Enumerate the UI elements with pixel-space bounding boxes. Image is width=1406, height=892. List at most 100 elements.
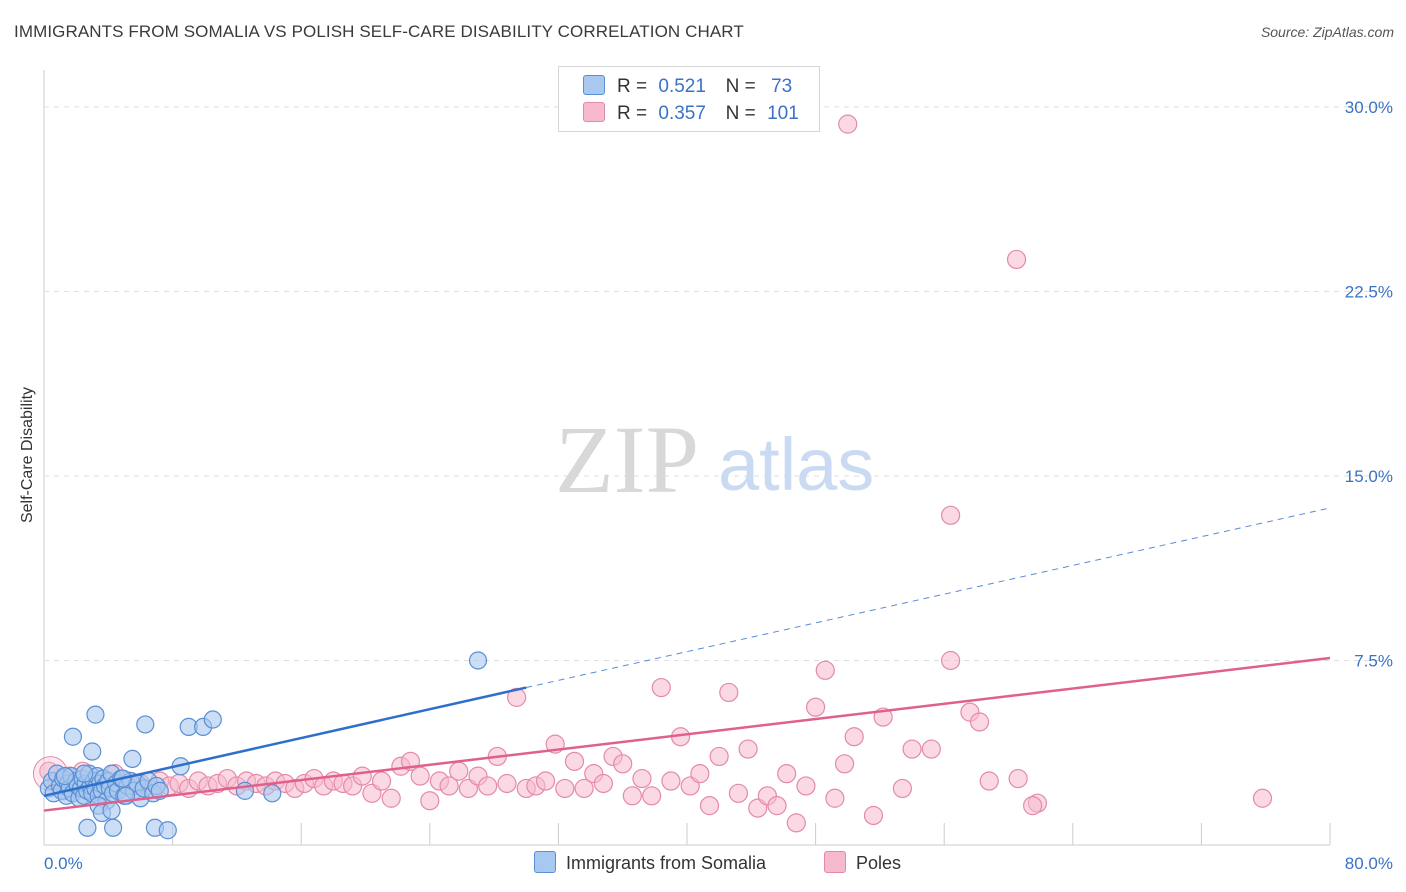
poles-point xyxy=(738,739,758,759)
poles-point xyxy=(941,650,961,671)
poles-point xyxy=(564,751,585,771)
bottom-legend-poles: Poles xyxy=(824,851,901,874)
poles-point xyxy=(728,783,749,803)
legend-r-value: 0.357 xyxy=(658,103,706,124)
watermark-zip: ZIP xyxy=(555,406,699,513)
y-tick-label: 7.5% xyxy=(1354,651,1393,670)
poles-point xyxy=(420,791,440,811)
bottom-legend-somalia: Immigrants from Somalia xyxy=(534,851,766,874)
somalia-point xyxy=(123,749,142,768)
legend-r-label: R = xyxy=(617,76,648,97)
poles-point xyxy=(642,786,662,806)
poles-point xyxy=(497,773,517,794)
x-tick-labels: 0.0% 80.0% xyxy=(44,854,1393,873)
poles-point xyxy=(719,682,739,703)
poles-point xyxy=(767,796,787,816)
poles-point xyxy=(979,771,999,791)
somalia-point xyxy=(63,727,83,746)
somalia-trend-line xyxy=(43,686,527,798)
poles-point xyxy=(834,754,855,774)
poles-point xyxy=(478,776,498,796)
poles-point xyxy=(613,754,633,774)
poles-point xyxy=(535,771,556,791)
poles-point xyxy=(1023,796,1043,816)
somalia-point xyxy=(263,784,282,803)
poles-point xyxy=(941,505,961,525)
chart-title: IMMIGRANTS FROM SOMALIA VS POLISH SELF-C… xyxy=(14,22,744,41)
poles-point xyxy=(661,771,681,791)
poles-point xyxy=(507,687,527,707)
stats-legend: R = 0.521 N = 73 R = 0.357 N = 101 xyxy=(558,66,820,132)
somalia-point xyxy=(468,651,488,670)
poles-point xyxy=(622,786,642,806)
poles-point xyxy=(352,766,372,786)
somalia-point xyxy=(55,767,74,786)
legend-n-label: N = xyxy=(725,103,756,124)
legend-row-somalia: R = 0.521 N = 73 xyxy=(583,75,792,99)
poles-trend-line xyxy=(43,656,1331,812)
poles-point xyxy=(593,773,614,794)
legend-n-label: N = xyxy=(725,76,756,97)
legend-r-label: R = xyxy=(617,103,648,124)
x-tick-label: 0.0% xyxy=(44,854,83,873)
poles-point xyxy=(863,805,884,826)
poles-point xyxy=(690,764,710,784)
poles-point xyxy=(709,746,729,767)
legend-r-value: 0.521 xyxy=(658,76,706,97)
poles-point xyxy=(921,739,941,759)
somalia-trend-extension xyxy=(526,507,1331,689)
poles-point xyxy=(651,677,671,698)
somalia-point xyxy=(78,818,97,837)
poles-point xyxy=(786,813,806,833)
poles-point xyxy=(1006,249,1027,270)
somalia-point xyxy=(104,818,123,837)
somalia-point xyxy=(75,764,94,783)
somalia-points xyxy=(39,651,488,840)
somalia-point xyxy=(158,821,177,840)
y-tick-labels: 7.5% 15.0% 22.5% 30.0% xyxy=(1345,98,1393,671)
poles-point xyxy=(844,727,864,747)
bottom-legend-label: Poles xyxy=(856,853,902,873)
poles-point xyxy=(699,796,720,816)
poles-point xyxy=(449,761,469,781)
watermark-atlas: atlas xyxy=(718,423,874,506)
poles-point xyxy=(381,788,401,808)
poles-point xyxy=(969,712,990,732)
poles-swatch xyxy=(583,102,605,122)
grid-lines xyxy=(43,70,1380,846)
somalia-point xyxy=(102,801,121,820)
somalia-point xyxy=(86,705,105,724)
poles-point xyxy=(805,697,826,717)
y-tick-label: 30.0% xyxy=(1345,98,1393,117)
source-credit: Source: ZipAtlas.com xyxy=(1260,24,1394,40)
legend-n-value: 73 xyxy=(771,76,793,97)
poles-point xyxy=(838,114,858,134)
poles-point xyxy=(796,776,816,796)
watermark: ZIP atlas xyxy=(555,406,874,513)
y-tick-label: 15.0% xyxy=(1345,467,1393,486)
legend-row-poles: R = 0.357 N = 101 xyxy=(583,102,799,126)
legend-n-value: 101 xyxy=(767,103,799,124)
poles-point xyxy=(825,788,845,808)
somalia-swatch xyxy=(583,75,605,95)
somalia-point xyxy=(136,715,155,734)
poles-point xyxy=(632,768,652,789)
poles-point xyxy=(555,778,575,799)
y-tick-label: 22.5% xyxy=(1345,282,1393,301)
somalia-swatch xyxy=(534,851,556,873)
x-tick-label: 80.0% xyxy=(1345,854,1393,873)
poles-point xyxy=(892,778,913,799)
poles-point xyxy=(410,766,430,786)
poles-point xyxy=(574,778,594,799)
poles-swatch xyxy=(824,851,846,873)
poles-point xyxy=(439,776,459,796)
poles-point xyxy=(371,771,392,791)
somalia-point xyxy=(83,742,102,761)
somalia-point xyxy=(203,710,222,729)
poles-point xyxy=(1252,788,1273,808)
poles-point xyxy=(815,660,835,680)
bottom-legend-label: Immigrants from Somalia xyxy=(566,853,767,873)
trend-lines xyxy=(43,507,1331,812)
poles-point xyxy=(1008,768,1028,789)
